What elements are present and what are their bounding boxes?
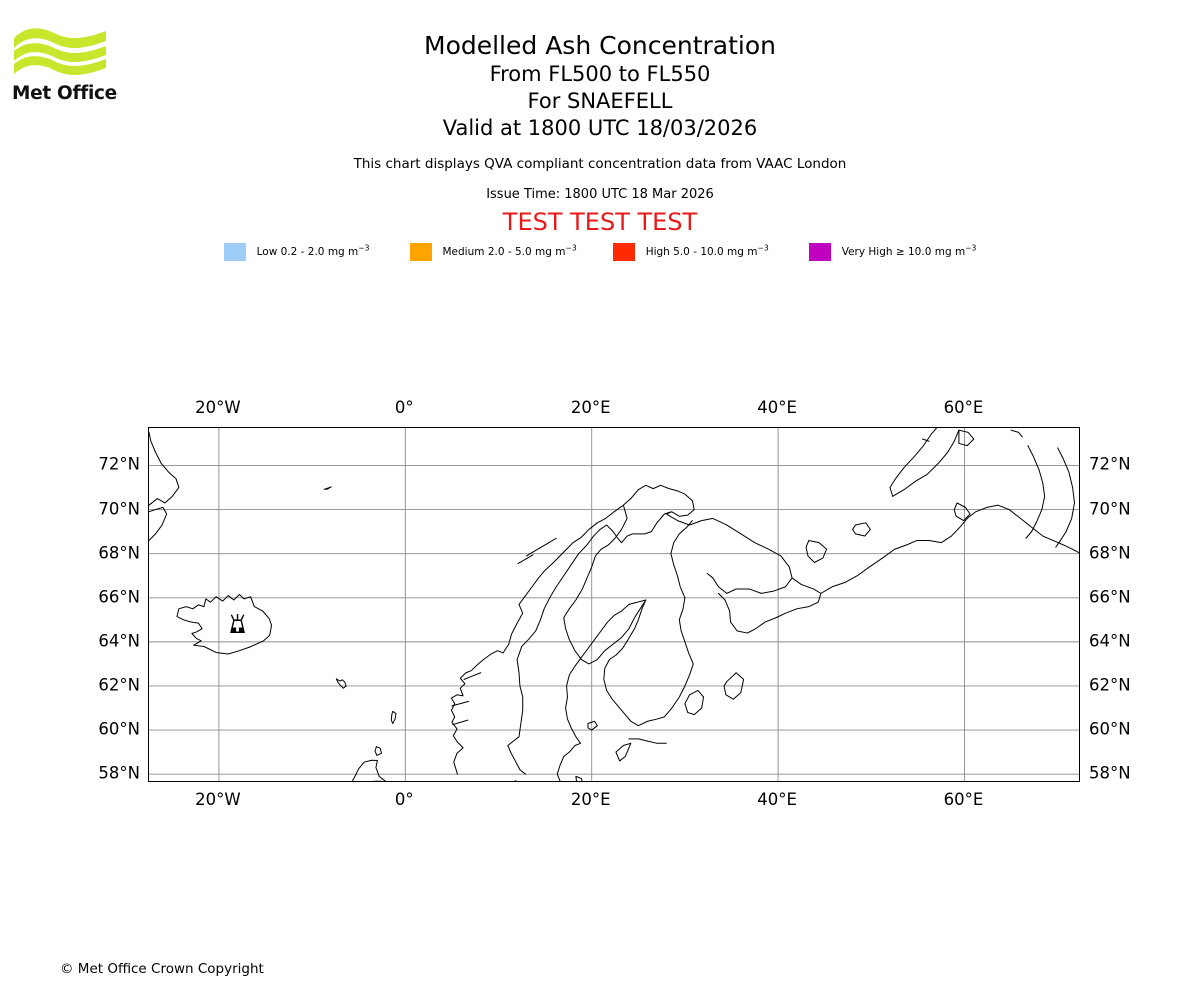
coastline-segment	[1025, 445, 1046, 539]
coastline-segment	[556, 504, 647, 781]
page-title: Modelled Ash Concentration	[424, 31, 776, 60]
coastline-segment	[1010, 429, 1023, 438]
lat-tick-left-5: 62°N	[98, 675, 140, 695]
coastline-segment	[149, 431, 180, 506]
lon-tick-top-2: 20°E	[570, 398, 611, 417]
coastline-segment	[852, 522, 871, 537]
lat-tick-right-7: 58°N	[1089, 763, 1131, 783]
legend-label-medium: Medium 2.0 - 5.0 mg m−3	[442, 243, 577, 258]
coastline-segment	[805, 539, 828, 563]
lat-tick-right-6: 60°N	[1089, 719, 1131, 739]
coastline-segment	[1055, 447, 1075, 548]
coastline-segment	[575, 775, 583, 781]
lat-tick-right-4: 64°N	[1089, 631, 1131, 651]
lon-tick-bottom-2: 20°E	[570, 790, 611, 809]
legend-label-low: Low 0.2 - 2.0 mg m−3	[256, 243, 370, 258]
coastline-segment	[892, 429, 960, 497]
met-office-logo: Met Office	[12, 24, 132, 114]
legend-swatch-low	[223, 243, 246, 261]
coastline-segment	[351, 759, 387, 781]
lon-tick-bottom-3: 40°E	[757, 790, 797, 809]
map-gridlines	[149, 428, 1079, 781]
lat-tick-right-2: 68°N	[1089, 543, 1131, 563]
copyright-notice: © Met Office Crown Copyright	[60, 961, 264, 977]
coastline-segment	[717, 577, 822, 634]
coastline-segment	[450, 484, 695, 775]
issue-time: Issue Time: 1800 UTC 18 Mar 2026	[486, 187, 714, 202]
coastline-segment	[603, 520, 694, 727]
coastline-segment	[373, 780, 383, 781]
legend-item-very-high: Very High ≥ 10.0 mg m−3	[808, 243, 977, 261]
map-canvas	[149, 428, 1079, 781]
legend-item-low: Low 0.2 - 2.0 mg m−3	[223, 243, 370, 261]
legend-item-medium: Medium 2.0 - 5.0 mg m−3	[409, 243, 577, 261]
coastline-segment	[149, 506, 168, 541]
coastline-segment	[587, 720, 598, 731]
lat-tick-right-5: 62°N	[1089, 675, 1131, 695]
coastline-segment	[374, 746, 383, 756]
legend-swatch-very-high	[808, 243, 831, 261]
volcano-subtitle: For SNAEFELL	[527, 89, 673, 113]
coastline-segment	[513, 780, 517, 781]
lat-tick-left-4: 64°N	[98, 631, 140, 651]
chart-header: Modelled Ash Concentration From FL500 to…	[0, 0, 1200, 236]
concentration-legend: Low 0.2 - 2.0 mg m−3 Medium 2.0 - 5.0 mg…	[0, 243, 1200, 261]
met-office-wave-mark	[14, 28, 106, 76]
coastline-segment	[525, 537, 557, 557]
coastline-segment	[820, 504, 1079, 594]
lat-tick-right-0: 72°N	[1089, 454, 1131, 474]
coastline-segment	[684, 689, 705, 716]
coastline-segment	[507, 528, 601, 775]
coastline-segment	[323, 486, 332, 490]
lat-tick-left-1: 70°N	[98, 499, 140, 519]
coastline-segment	[176, 593, 273, 655]
volcano-marker	[230, 614, 245, 633]
coastline-segment	[665, 513, 793, 594]
lat-tick-left-6: 60°N	[98, 719, 140, 739]
legend-label-very-high: Very High ≥ 10.0 mg m−3	[841, 243, 977, 258]
coastline-segment	[628, 738, 667, 744]
coastline-segment	[517, 554, 534, 565]
volcano-marker-layer	[230, 614, 245, 633]
coastline-segment	[335, 678, 347, 689]
lon-tick-bottom-4: 60°E	[943, 790, 984, 809]
coastline-segment	[451, 700, 470, 707]
met-office-logo-text: Met Office	[12, 83, 117, 104]
coastline-segment	[889, 428, 938, 497]
coastline-segment	[953, 502, 971, 522]
lon-tick-top-0: 20°W	[195, 398, 241, 417]
lat-tick-right-3: 66°N	[1089, 587, 1131, 607]
lon-tick-top-1: 0°	[394, 398, 414, 417]
flight-level-subtitle: From FL500 to FL550	[489, 62, 711, 86]
legend-swatch-high	[612, 243, 635, 261]
coastline-segment	[723, 672, 745, 700]
lat-tick-left-2: 68°N	[98, 543, 140, 563]
legend-label-high: High 5.0 - 10.0 mg m−3	[645, 243, 769, 258]
lat-tick-right-1: 70°N	[1089, 499, 1131, 519]
legend-item-high: High 5.0 - 10.0 mg m−3	[612, 243, 769, 261]
coastline-segment	[958, 429, 975, 447]
lon-tick-bottom-0: 20°W	[195, 790, 241, 809]
legend-swatch-medium	[409, 243, 432, 261]
coastline-segment	[922, 438, 930, 442]
lon-tick-bottom-1: 0°	[394, 790, 414, 809]
lon-tick-top-4: 60°E	[943, 398, 984, 417]
ash-concentration-map	[148, 427, 1080, 782]
chart-note: This chart displays QVA compliant concen…	[353, 156, 847, 172]
coastline-segment	[599, 511, 672, 544]
coastline-segment	[452, 719, 469, 726]
lat-tick-left-3: 66°N	[98, 587, 140, 607]
coastline-segment	[390, 710, 397, 724]
lon-tick-top-3: 40°E	[757, 398, 797, 417]
map-frame	[148, 427, 1080, 782]
coastline-segment	[463, 672, 482, 680]
test-banner: TEST TEST TEST	[502, 208, 698, 236]
lat-tick-left-7: 58°N	[98, 763, 140, 783]
coastline-segment	[615, 742, 632, 762]
valid-time-subtitle: Valid at 1800 UTC 18/03/2026	[442, 116, 758, 140]
lat-tick-left-0: 72°N	[98, 454, 140, 474]
map-coastlines	[149, 428, 1079, 781]
